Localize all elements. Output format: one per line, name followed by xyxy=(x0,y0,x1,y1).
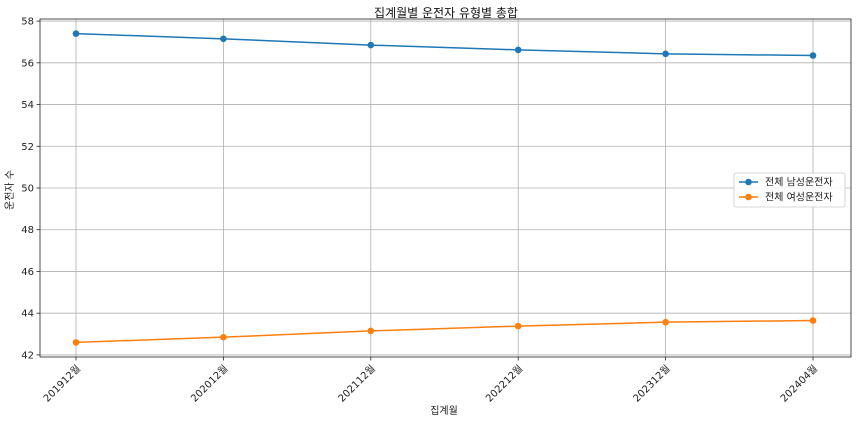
y-tick-label: 52 xyxy=(21,142,34,153)
y-tick-label: 50 xyxy=(21,184,34,195)
legend-marker-1 xyxy=(745,193,752,201)
legend-marker-0 xyxy=(745,178,752,186)
chart-title: 집계월별 운전자 유형별 총합 xyxy=(374,6,518,20)
legend-label-0: 전체 남성운전자 xyxy=(765,177,833,189)
data-point-0-3 xyxy=(514,46,522,54)
y-tick-label: 46 xyxy=(21,267,34,278)
series-line-1 xyxy=(75,319,814,344)
data-point-0-5 xyxy=(809,52,817,59)
data-point-0-4 xyxy=(662,50,669,58)
data-point-1-0 xyxy=(72,339,80,346)
y-tick-label: 54 xyxy=(21,100,34,111)
x-tick-label: 202212월 xyxy=(483,363,525,405)
x-tick-label: 202012월 xyxy=(189,363,231,405)
x-tick-label: 201912월 xyxy=(41,363,83,405)
series-layer xyxy=(72,30,817,346)
grid xyxy=(40,19,851,357)
data-point-1-1 xyxy=(220,333,227,341)
data-point-1-3 xyxy=(514,322,522,330)
data-point-0-2 xyxy=(367,41,375,49)
y-tick-label: 48 xyxy=(21,225,34,236)
legend-box xyxy=(733,172,846,208)
y-tick-label: 58 xyxy=(21,17,34,28)
x-tick-label: 202312월 xyxy=(631,363,673,405)
y-axis-label: 운전자 수 xyxy=(4,170,16,210)
x-axis: 201912월 202012월 202112월 202212월 202312월 20240… xyxy=(41,357,820,405)
x-tick-label: 202404월 xyxy=(778,363,820,405)
data-point-1-2 xyxy=(367,327,375,335)
y-tick-label: 42 xyxy=(21,350,34,361)
x-tick-label: 202112월 xyxy=(336,363,378,405)
data-point-0-1 xyxy=(220,35,227,43)
y-tick-label: 56 xyxy=(21,58,34,69)
legend-label-1: 전체 여성운전자 xyxy=(765,192,833,204)
y-tick-label: 44 xyxy=(21,309,34,320)
data-point-0-0 xyxy=(72,30,80,37)
x-axis-label: 집계월 xyxy=(430,405,458,417)
data-point-1-5 xyxy=(809,317,817,324)
series-line-0 xyxy=(75,32,814,57)
data-point-1-4 xyxy=(662,318,669,326)
y-axis: 42 44 46 48 50 52 54 56 58 xyxy=(21,17,40,361)
